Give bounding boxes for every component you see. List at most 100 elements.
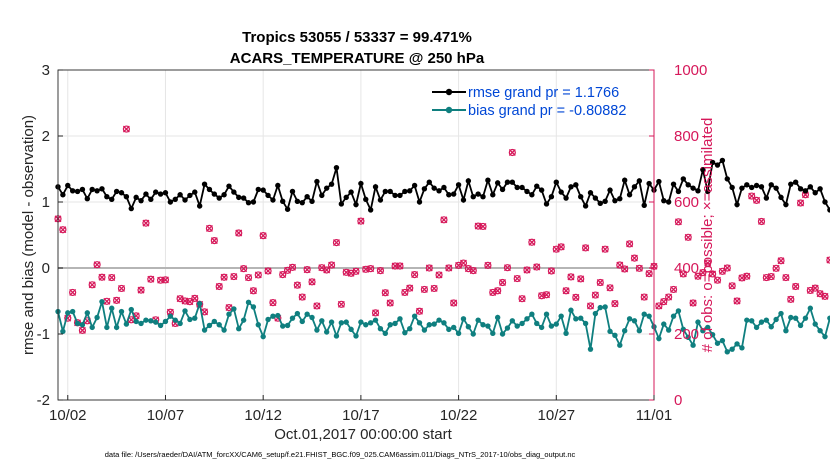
- rmse-point: [753, 182, 760, 189]
- y-tick-label: -2: [37, 392, 50, 409]
- obs-assimilated-marker: [743, 272, 751, 280]
- bias-point: [675, 308, 682, 314]
- rmse-point: [582, 203, 589, 209]
- obs-possible-marker: [367, 265, 375, 273]
- rmse-point: [99, 186, 105, 192]
- obs-count-point: [122, 125, 130, 133]
- obs-count-point: [357, 217, 365, 225]
- rmse-point: [563, 195, 569, 201]
- obs-possible-marker: [655, 302, 663, 310]
- obs-possible-marker: [772, 264, 780, 272]
- obs-count-point: [420, 285, 428, 294]
- bias-point: [289, 315, 296, 321]
- obs-count-point: [396, 262, 404, 270]
- bias-point: [802, 315, 809, 321]
- bias-point: [65, 310, 71, 316]
- obs-count-point: [679, 270, 687, 278]
- obs-possible-marker: [337, 300, 345, 308]
- obs-possible-marker: [679, 270, 687, 278]
- obs-count-point: [689, 299, 697, 307]
- obs-count-point: [704, 259, 712, 267]
- obs-possible-marker: [796, 199, 805, 207]
- bias-point: [778, 310, 784, 317]
- bias-point: [602, 304, 608, 310]
- obs-count-point: [494, 287, 502, 295]
- bias-point: [167, 313, 174, 319]
- rmse-point: [416, 199, 423, 205]
- rmse-point: [685, 182, 691, 188]
- obs-assimilated-marker: [220, 273, 228, 281]
- obs-count-point: [547, 267, 556, 275]
- obs-count-point: [303, 266, 311, 274]
- obs-possible-marker: [352, 267, 360, 275]
- obs-count-point: [371, 309, 380, 317]
- rmse-point: [411, 182, 418, 189]
- obs-assimilated-marker: [513, 275, 521, 283]
- bias-point: [113, 324, 120, 331]
- rmse-point: [490, 192, 496, 198]
- bias-point: [265, 316, 271, 323]
- obs-count-point: [528, 238, 536, 246]
- bias-point: [504, 325, 511, 331]
- obs-possible-marker: [122, 125, 130, 133]
- rmse-point: [299, 199, 305, 206]
- rmse-point: [587, 190, 594, 196]
- obs-count-point: [376, 267, 385, 275]
- obs-assimilated-marker: [289, 263, 296, 271]
- y-tick-label: 2: [42, 128, 50, 145]
- obs-count-point: [264, 267, 272, 275]
- obs-assimilated-marker: [406, 284, 414, 292]
- rmse-point: [372, 184, 379, 190]
- bias-point: [211, 318, 218, 325]
- bias-point: [314, 327, 320, 333]
- bias-point: [431, 321, 437, 327]
- rmse-point: [177, 192, 183, 198]
- obs-possible-marker: [469, 267, 477, 275]
- bias-point: [104, 324, 110, 331]
- rmse-point: [314, 178, 320, 185]
- rmse-point: [455, 182, 462, 188]
- obs-possible-marker: [357, 217, 365, 225]
- bias-point: [768, 324, 774, 330]
- bias-point: [563, 330, 569, 337]
- obs-count-point: [411, 271, 419, 279]
- x-tick-label: 10/27: [538, 407, 576, 424]
- obs-count-point: [469, 267, 477, 275]
- rmse-point: [216, 195, 222, 201]
- bias-point: [309, 314, 315, 321]
- rmse-point: [773, 185, 779, 191]
- bias-point: [607, 328, 613, 335]
- obs-assimilated-marker: [767, 273, 775, 281]
- obs-count-point: [147, 275, 155, 283]
- obs-assimilated-marker: [469, 267, 477, 275]
- rmse-point: [749, 184, 755, 191]
- obs-possible-marker: [704, 259, 712, 267]
- bias-point: [99, 298, 105, 305]
- bias-point: [641, 311, 647, 317]
- bias-point: [509, 318, 516, 324]
- obs-assimilated-marker: [332, 239, 340, 247]
- bias-point: [783, 328, 789, 334]
- bias-point: [353, 333, 359, 339]
- rmse-point: [592, 195, 599, 201]
- obs-count-point: [435, 271, 443, 279]
- obs-count-point: [352, 267, 360, 275]
- bias-point: [123, 321, 130, 327]
- bias-point: [436, 317, 442, 323]
- obs-assimilated-marker: [78, 326, 86, 334]
- bias-point: [196, 300, 203, 307]
- obs-possible-marker: [591, 291, 599, 299]
- obs-possible-marker: [494, 287, 502, 295]
- bias-point: [411, 313, 418, 319]
- rmse-point: [192, 189, 198, 195]
- bias-point: [441, 320, 447, 326]
- obs-count-point: [113, 296, 121, 304]
- obs-possible-marker: [611, 300, 619, 308]
- obs-assimilated-marker: [587, 302, 594, 310]
- rmse-point: [255, 186, 261, 193]
- legend: rmse grand pr = 1.1766 bias grand pr = -…: [432, 85, 626, 119]
- obs-count-point: [108, 273, 116, 282]
- obs-count-point: [313, 302, 321, 310]
- rmse-point: [236, 194, 242, 201]
- obs-possible-marker: [674, 218, 683, 226]
